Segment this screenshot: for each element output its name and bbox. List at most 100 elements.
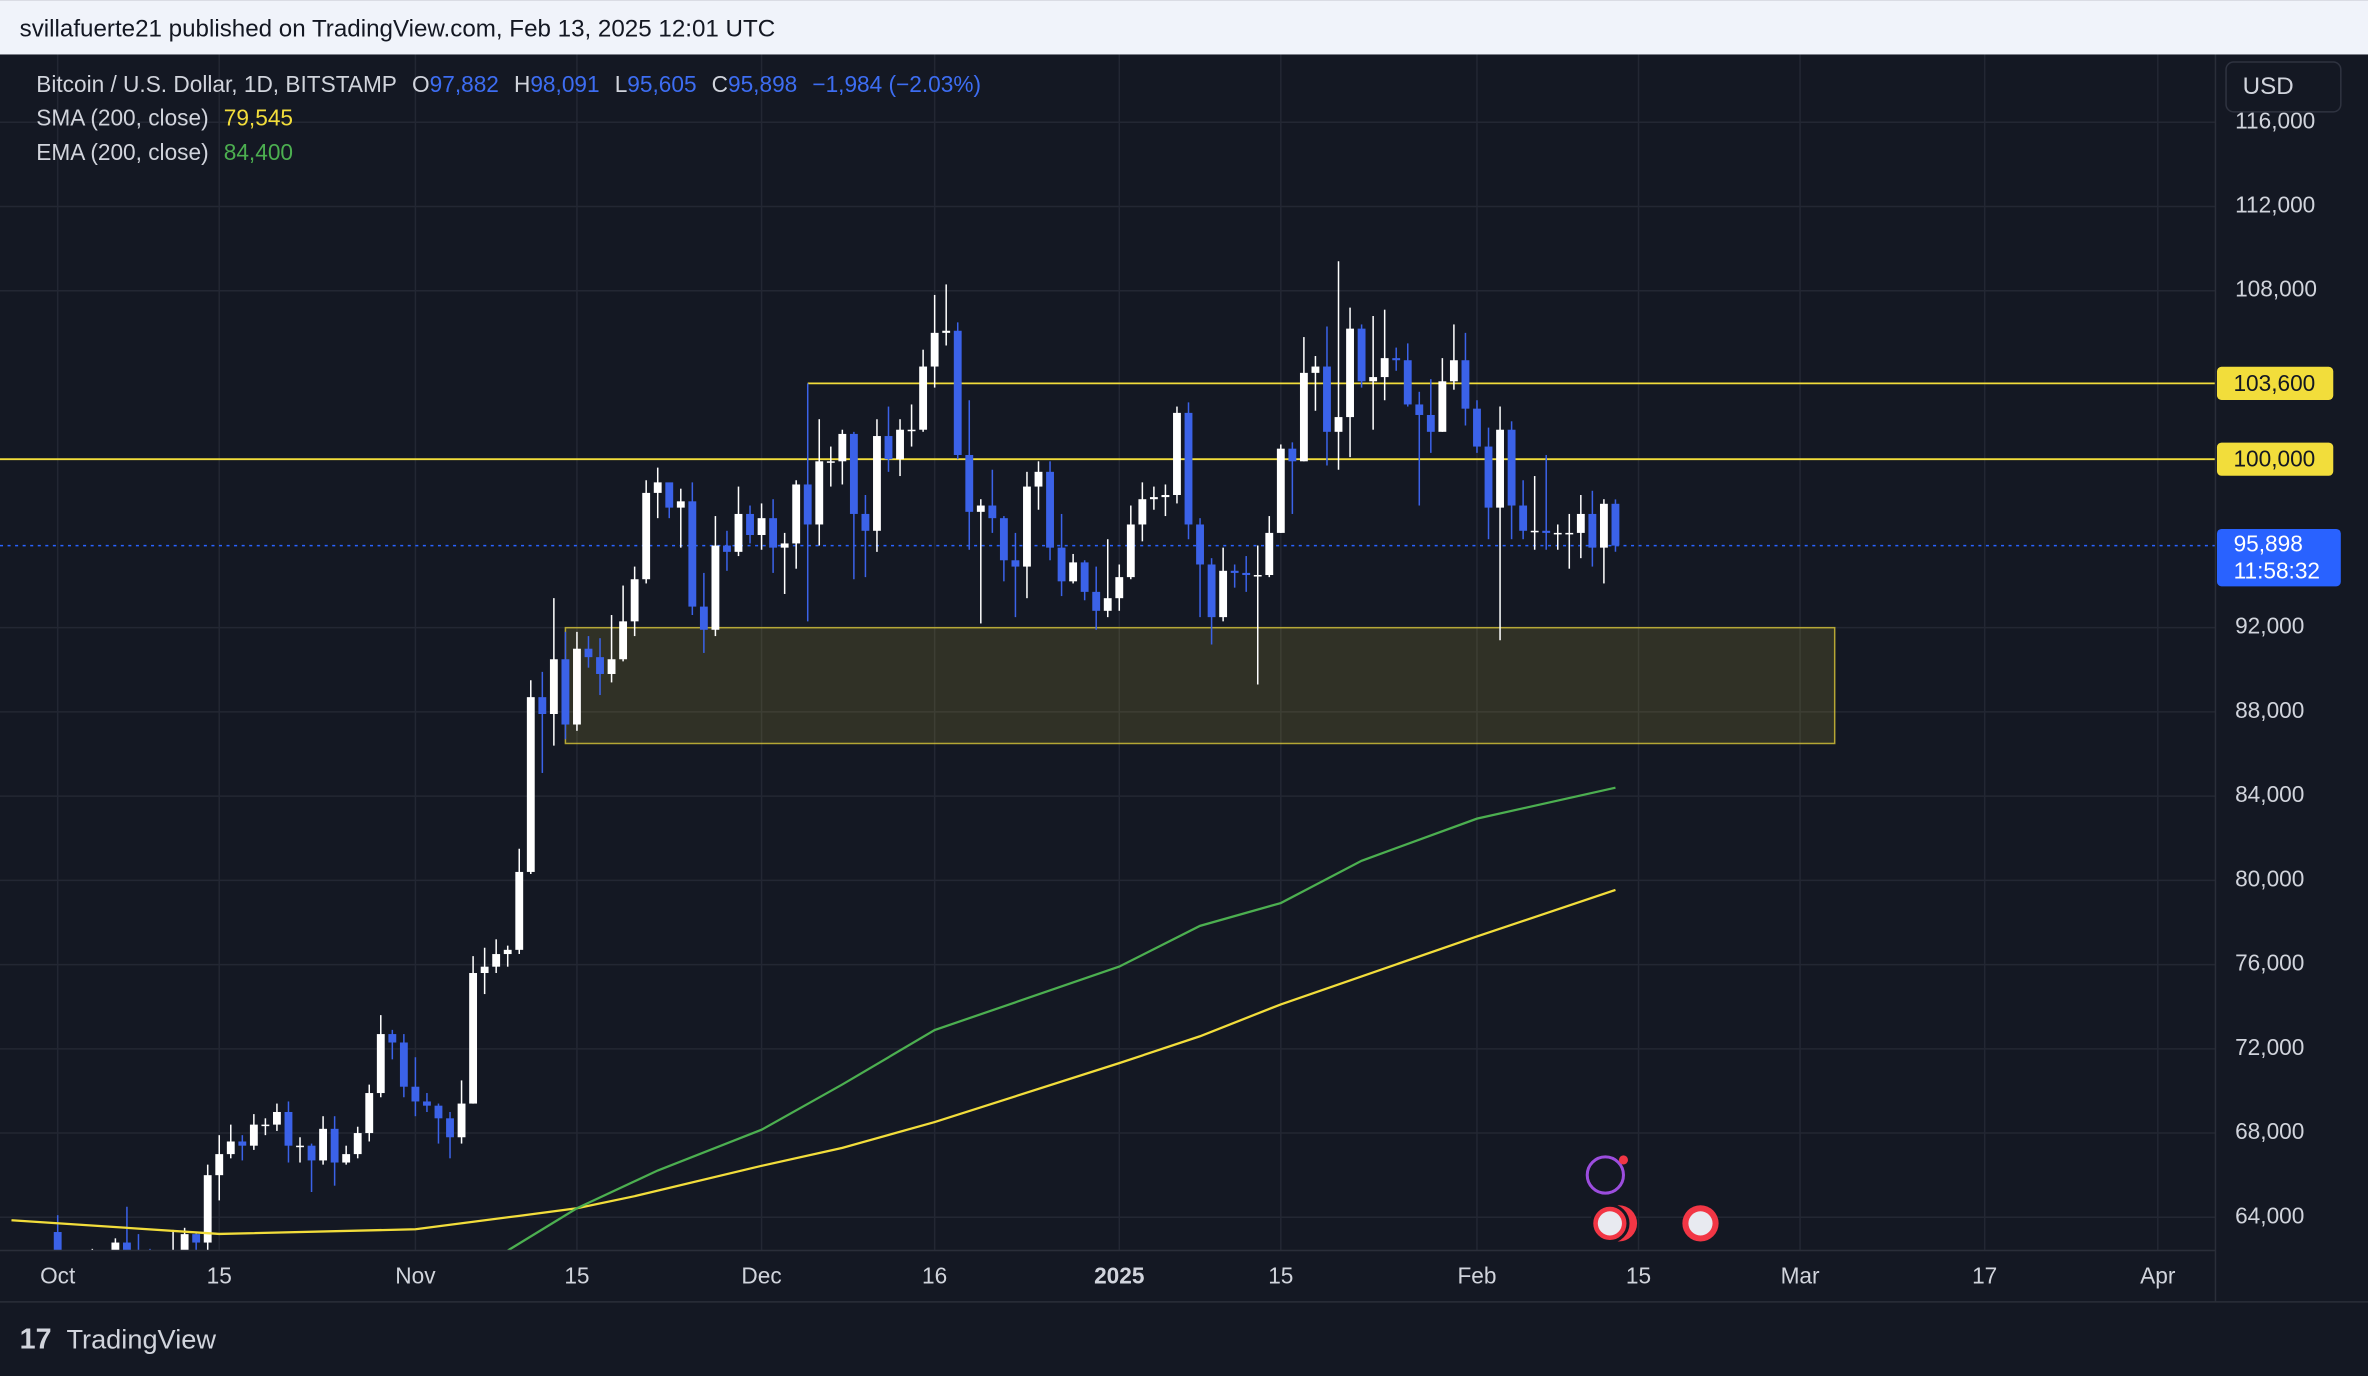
sma-legend: SMA (200, close) 79,545 — [36, 104, 293, 130]
y-tick-label: 76,000 — [2235, 950, 2304, 976]
candle-body — [699, 606, 708, 630]
ohlc-prefix: H — [514, 71, 530, 97]
event-icon[interactable] — [1585, 1155, 1625, 1195]
candle-body — [711, 545, 720, 630]
candle-body — [803, 484, 812, 525]
ema-name: EMA (200, close) — [36, 139, 208, 165]
level-label: 103,600 — [2233, 370, 2315, 396]
candle-body — [123, 1242, 131, 1251]
candle-body — [1380, 358, 1389, 378]
candle-body — [342, 1154, 351, 1163]
candle-body — [757, 518, 766, 536]
moving-average-line — [507, 786, 1616, 1251]
candle-body — [976, 505, 985, 512]
candle-body — [1126, 524, 1135, 578]
candle-body — [826, 461, 835, 463]
y-tick-label: 68,000 — [2235, 1118, 2304, 1144]
currency-label[interactable]: USD — [2243, 73, 2294, 100]
candle-body — [1080, 562, 1089, 592]
candle-body — [1576, 513, 1585, 533]
candle-body — [665, 482, 674, 508]
x-tick-label: Apr — [2140, 1263, 2176, 1289]
symbol: Bitcoin / U.S. Dollar, 1D, BITSTAMP — [36, 71, 397, 97]
level-label-box — [2216, 366, 2334, 401]
event-icons — [1585, 1155, 1719, 1243]
candle-body — [1611, 503, 1620, 546]
candle-body — [896, 429, 904, 460]
x-tick-label: Nov — [395, 1263, 436, 1289]
candle-body — [1092, 591, 1101, 611]
candle-body — [1507, 429, 1516, 506]
y-tick-label: 84,000 — [2235, 781, 2304, 807]
candle-body — [515, 871, 524, 950]
last-price-box — [2216, 528, 2341, 587]
sma-name: SMA (200, close) — [36, 104, 208, 130]
candle-body — [1461, 360, 1470, 409]
candle-body — [1334, 417, 1343, 432]
candle-body — [965, 454, 974, 512]
candle-body — [1542, 530, 1551, 533]
candle-body — [192, 1234, 201, 1243]
candle-body — [1392, 358, 1401, 361]
moving-average-line — [11, 888, 1616, 1236]
candle-body — [549, 659, 558, 714]
attribution: svillafuerte21 published on TradingView.… — [20, 16, 776, 43]
candle-body — [284, 1111, 293, 1146]
candle-body — [676, 501, 685, 508]
candle-body — [1311, 366, 1320, 373]
candle-body — [457, 1103, 466, 1138]
candle-body — [1484, 446, 1493, 508]
candle-body — [1496, 429, 1504, 508]
candle-body — [446, 1118, 454, 1138]
candle-body — [907, 429, 916, 432]
candle-body — [1184, 412, 1193, 525]
candle-body — [399, 1042, 408, 1087]
x-tick-label: 15 — [1268, 1263, 1293, 1289]
candle-body — [1519, 505, 1528, 531]
y-tick-label: 80,000 — [2235, 865, 2304, 891]
candle-body — [1276, 448, 1285, 533]
candle-body — [203, 1175, 212, 1243]
brand: TradingView — [66, 1323, 216, 1354]
candle-body — [376, 1034, 385, 1094]
ohlc-value: 97,882 — [430, 71, 499, 97]
candle-body — [1173, 412, 1181, 495]
candle-body — [365, 1093, 374, 1134]
candle-body — [1323, 366, 1331, 432]
symbol-legend: Bitcoin / U.S. Dollar, 1D, BITSTAMP O97,8… — [36, 71, 981, 97]
candle-body — [815, 461, 824, 525]
currency-button[interactable] — [2225, 61, 2342, 113]
x-tick-label: 16 — [922, 1263, 947, 1289]
candle-body — [630, 579, 639, 622]
candle-body — [111, 1242, 120, 1251]
candle-body — [480, 966, 489, 974]
candle-body — [1138, 499, 1147, 525]
candle-body — [688, 501, 697, 607]
candle-body — [919, 366, 928, 430]
candle-body — [1103, 598, 1112, 611]
candle-body — [1011, 560, 1020, 567]
candle-body — [930, 332, 939, 367]
event-dot — [1618, 1155, 1628, 1165]
candle-body — [1357, 328, 1366, 382]
candle-body — [388, 1034, 397, 1043]
candle-body — [434, 1105, 443, 1119]
candle-body — [642, 492, 651, 580]
candle-body — [1023, 486, 1031, 567]
candle-body — [226, 1141, 235, 1155]
candle-body — [1299, 372, 1308, 462]
candle-body — [1530, 530, 1539, 533]
candle-body — [838, 433, 847, 462]
candle-body — [573, 648, 581, 725]
countdown-label: 11:58:32 — [2234, 558, 2320, 584]
candle-body — [261, 1124, 270, 1127]
candle-body — [746, 513, 754, 536]
ohlc-value: 95,898 — [728, 71, 797, 97]
candle-body — [180, 1234, 189, 1251]
ohlc-prefix: L — [615, 71, 628, 97]
candle-body — [653, 482, 662, 493]
